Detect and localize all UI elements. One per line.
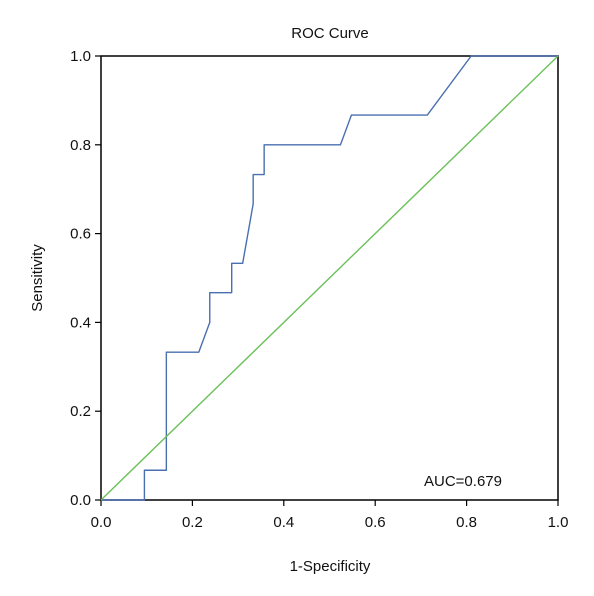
x-tick-label: 0.0 (91, 514, 112, 531)
chart-title: ROC Curve (291, 25, 369, 42)
x-tick-label: 0.6 (365, 514, 386, 531)
auc-annotation: AUC=0.679 (424, 473, 502, 490)
y-tick-label: 0.4 (70, 314, 91, 331)
x-tick-label: 1.0 (548, 514, 569, 531)
x-axis-title: 1-Specificity (290, 558, 371, 575)
roc-curve-line (101, 55, 558, 501)
x-tick-label: 0.8 (456, 514, 477, 531)
x-tick-label: 0.2 (182, 514, 203, 531)
reference-diagonal-line (100, 55, 559, 501)
y-tick-label: 0.6 (70, 226, 91, 243)
y-axis-title: Sensitivity (29, 244, 46, 312)
x-tick-label: 0.4 (273, 514, 294, 531)
plot-frame (100, 55, 559, 501)
y-tick-label: 1.0 (70, 48, 91, 65)
y-tick-label: 0.2 (70, 403, 91, 420)
y-tick-label: 0.0 (70, 492, 91, 509)
series-layer (100, 55, 559, 501)
y-tick-label: 0.8 (70, 137, 91, 154)
axis-ticks: 0.0 0.2 0.4 0.6 0.8 1.0 0.0 0.2 0.4 0.6 0.8 1.0 (70, 48, 568, 531)
